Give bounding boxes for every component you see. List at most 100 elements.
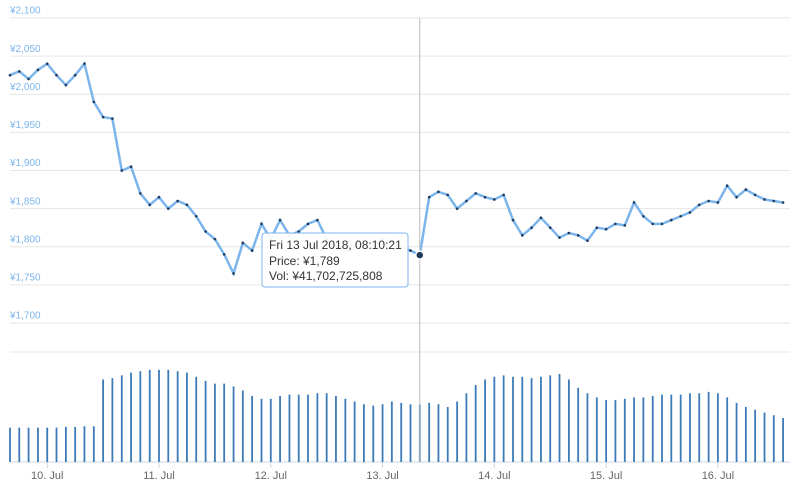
volume-bar: [661, 394, 663, 462]
volume-bar: [633, 397, 635, 462]
price-point: [139, 192, 142, 195]
price-point: [64, 83, 68, 87]
volume-bar: [335, 396, 337, 462]
volume-bar: [549, 375, 552, 462]
volume-bar: [586, 393, 589, 462]
price-point: [493, 198, 496, 201]
price-point: [707, 199, 710, 203]
price-point: [511, 218, 515, 222]
volume-bar: [9, 427, 11, 462]
volume-bar: [241, 390, 244, 462]
volume-bar: [623, 398, 626, 462]
volume-bar: [512, 376, 514, 462]
price-point: [222, 253, 226, 256]
volume-bar: [456, 401, 459, 462]
tooltip-line: Price: ¥1,789: [269, 254, 340, 268]
volume-bar: [158, 369, 160, 462]
volume-bar: [167, 369, 170, 462]
price-point: [204, 230, 207, 233]
x-tick-label: 13. Jul: [366, 470, 398, 482]
hover-marker: [415, 250, 425, 260]
price-point: [111, 117, 114, 120]
volume-bar: [400, 402, 403, 462]
price-point: [623, 224, 627, 227]
price-point: [316, 218, 319, 222]
volume-bar: [493, 376, 496, 462]
price-point: [250, 249, 254, 252]
volume-bar: [186, 372, 188, 462]
price-point: [427, 195, 431, 199]
price-point: [697, 203, 701, 207]
price-point: [632, 201, 636, 204]
price-point: [614, 222, 617, 226]
price-point: [483, 195, 487, 199]
price-point: [744, 188, 748, 191]
price-point: [753, 193, 757, 197]
volume-bar: [754, 409, 757, 462]
volume-bar: [437, 404, 440, 462]
volume-bar: [139, 371, 142, 462]
volume-bar: [269, 398, 272, 462]
volume-bar: [251, 396, 254, 462]
volume-bar: [614, 400, 617, 462]
volume-bar: [446, 407, 449, 462]
x-tick-label: 15. Jul: [590, 470, 622, 482]
price-point: [157, 195, 161, 199]
price-point: [260, 222, 263, 226]
price-point: [83, 62, 86, 66]
volume-bar: [558, 374, 561, 462]
volume-bar: [130, 372, 132, 462]
price-point: [409, 249, 412, 252]
volume-bar: [297, 394, 300, 462]
volume-bar: [37, 427, 39, 462]
volume-bar: [325, 393, 328, 462]
volume-bar: [670, 394, 673, 462]
price-point: [27, 77, 30, 81]
y-tick-label: ¥2,050: [9, 44, 41, 55]
volume-bar: [46, 427, 49, 462]
price-point: [455, 207, 459, 210]
volume-bar: [213, 383, 216, 462]
price-point: [763, 198, 766, 201]
y-tick-label: ¥2,000: [9, 82, 41, 93]
price-point: [772, 199, 776, 203]
volume-bar: [353, 401, 356, 462]
volume-bar: [577, 387, 580, 462]
y-tick-label: ¥1,900: [9, 158, 41, 169]
y-tick-label: ¥1,750: [9, 273, 41, 284]
x-tick-label: 14. Jul: [478, 470, 510, 482]
volume-bar: [595, 397, 598, 462]
volume-bar: [232, 386, 235, 462]
price-point: [437, 190, 440, 194]
price-point: [651, 222, 655, 226]
y-tick-label: ¥1,950: [9, 120, 41, 131]
price-point: [194, 214, 198, 218]
volume-bar: [679, 394, 682, 462]
volume-bar: [120, 375, 123, 462]
volume-bar: [362, 404, 365, 462]
volume-bar: [18, 427, 21, 462]
price-point: [120, 169, 124, 172]
volume-bar: [102, 379, 105, 462]
volume-bar: [223, 383, 226, 462]
volume-bar: [698, 393, 701, 462]
volume-bar: [707, 391, 710, 462]
y-tick-label: ¥1,700: [9, 311, 41, 322]
volume-bar: [316, 393, 319, 462]
volume-bar: [344, 398, 347, 462]
volume-bar: [195, 376, 198, 462]
volume-bar: [148, 369, 151, 462]
price-point: [166, 207, 170, 210]
volume-bar: [744, 407, 747, 462]
volume-bar: [530, 378, 533, 462]
price-point: [669, 218, 673, 222]
volume-bar: [772, 415, 775, 462]
tooltip-line: Vol: ¥41,702,725,808: [269, 269, 383, 283]
volume-bar: [111, 378, 114, 462]
y-tick-label: ¥1,850: [9, 196, 41, 207]
price-point: [642, 214, 645, 218]
volume-bar: [521, 376, 524, 462]
volume-bar: [465, 393, 468, 462]
volume-bar: [642, 397, 645, 462]
volume-bar: [782, 418, 784, 462]
